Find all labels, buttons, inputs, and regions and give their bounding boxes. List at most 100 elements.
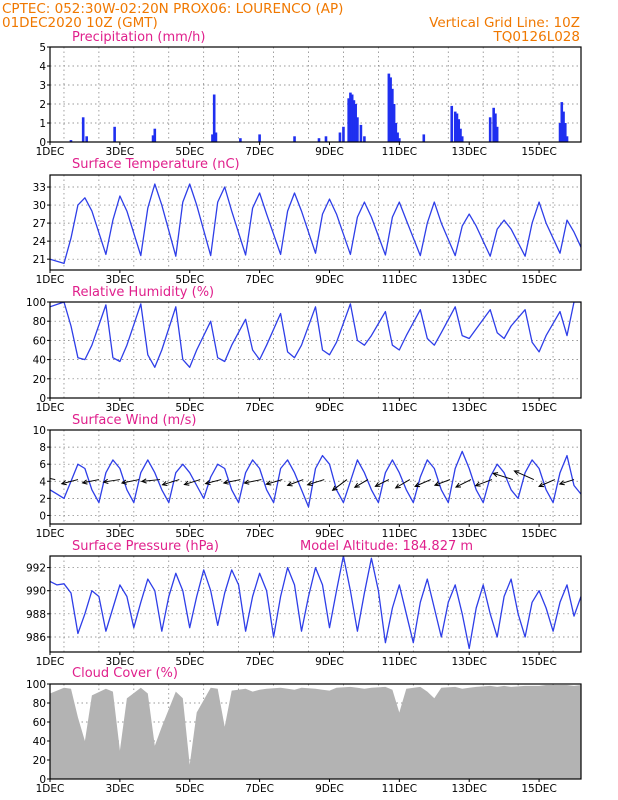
precip-bar — [495, 126, 499, 142]
precip-bar — [455, 113, 459, 142]
date-tick-label: 3DEC — [106, 274, 135, 286]
wind-vector — [514, 470, 535, 481]
precip-bar — [492, 107, 495, 142]
date-tick-label: 3DEC — [106, 146, 135, 158]
date-tick-label: 13DEC — [451, 402, 486, 414]
precip-bar — [212, 94, 216, 142]
precip-bar — [398, 138, 401, 142]
pressure-line — [50, 556, 581, 650]
humidity-ytick-label: 0 — [39, 393, 46, 405]
wind-vector-head — [454, 482, 461, 488]
wind-vector-head — [265, 480, 272, 486]
wind-vector — [492, 472, 514, 481]
wind-ytick-label: 8 — [39, 442, 46, 454]
wind-vector — [332, 479, 348, 491]
pressure-ytick-label: 986 — [26, 632, 46, 644]
date-tick-label: 9DEC — [315, 656, 344, 668]
wind-vector-head — [353, 482, 360, 488]
wind-vector-head — [140, 478, 147, 484]
temperature-plot-area — [50, 183, 581, 265]
wind-vector — [455, 479, 472, 488]
wind-frame — [49, 429, 582, 525]
date-tick-label: 13DEC — [451, 528, 486, 540]
precip-bar — [392, 104, 396, 142]
precip-bar — [349, 92, 352, 142]
humidity-ytick-label: 80 — [33, 316, 46, 328]
precip-bar — [359, 124, 363, 142]
wind-vector-head — [120, 479, 127, 485]
humidity-plot-area — [50, 302, 581, 368]
date-tick-label: 11DEC — [382, 783, 417, 795]
wind-vector — [103, 479, 120, 483]
date-tick-label: 11DEC — [382, 146, 417, 158]
date-tick-label: 9DEC — [315, 783, 344, 795]
wind-vector-head — [492, 472, 499, 478]
temperature-ytick-label: 24 — [33, 236, 47, 248]
precip-bar — [69, 140, 73, 142]
date-tick-label: 9DEC — [315, 528, 344, 540]
date-tick-label: 11DEC — [382, 528, 417, 540]
precip-ytick-label: 3 — [39, 80, 46, 92]
date-tick-label: 3DEC — [106, 528, 135, 540]
wind-panel: Surface Wind (m/s) 0 2 4 6 8 10 1DEC 3DEC 5DEC 7D… — [33, 413, 582, 540]
date-tick-label: 13DEC — [451, 656, 486, 668]
date-tick-label: 1DEC — [36, 274, 65, 286]
precip-ytick-label: 1 — [39, 118, 46, 130]
humidity-line — [50, 302, 581, 368]
model-altitude-label: Model Altitude: 184.827 m — [300, 539, 473, 554]
wind-ytick-label: 0 — [39, 510, 46, 522]
temperature-panel: Surface Temperature (nC) 21 24 27 30 33 1DEC 3… — [33, 157, 582, 286]
cloud-cover-panel: Cloud Cover (%) 0 20 40 60 80 100 1DEC 3DEC 5DEC… — [26, 666, 582, 795]
wind-vector — [61, 479, 79, 485]
precip-ytick-label: 4 — [39, 61, 46, 73]
wind-vector — [223, 479, 241, 484]
wind-vector — [414, 479, 431, 487]
temperature-ytick-label: 21 — [33, 254, 46, 266]
cloud-frame — [49, 683, 582, 780]
precip-bar — [394, 123, 398, 142]
date-tick-label: 3DEC — [106, 656, 135, 668]
wind-vector-head — [222, 479, 229, 485]
wind-vector — [141, 479, 161, 482]
wind-vector-head — [243, 479, 250, 485]
date-tick-label: 15DEC — [521, 146, 556, 158]
date-tick-label: 15DEC — [521, 528, 556, 540]
temperature-frame — [49, 174, 582, 271]
wind-vector — [287, 479, 304, 486]
header-grid-note: Vertical Grid Line: 10Z — [429, 15, 580, 31]
wind-line — [50, 450, 581, 508]
precip-bar — [562, 111, 565, 142]
wind-vector — [395, 479, 411, 489]
precip-bar — [211, 134, 214, 142]
precip-bar — [81, 117, 85, 142]
pressure-frame — [49, 555, 582, 653]
precip-frame — [49, 46, 582, 143]
wind-vector — [184, 479, 201, 486]
precip-bar — [354, 104, 357, 142]
temperature-ytick-label: 33 — [33, 182, 46, 194]
date-tick-label: 9DEC — [315, 402, 344, 414]
wind-vector-head — [204, 479, 211, 486]
date-tick-label: 5DEC — [175, 274, 204, 286]
wind-ytick-label: 10 — [33, 425, 46, 437]
wind-vector — [475, 479, 493, 487]
precip-bar — [356, 117, 359, 142]
wind-vector-head — [306, 481, 313, 487]
precip-bar — [459, 128, 462, 142]
humidity-frame — [49, 301, 582, 399]
date-tick-label: 7DEC — [245, 783, 274, 795]
date-tick-label: 7DEC — [245, 402, 274, 414]
date-tick-label: 1DEC — [36, 656, 65, 668]
wind-vector-head — [102, 478, 109, 485]
date-tick-label: 1DEC — [36, 528, 65, 540]
wind-vector-head — [161, 481, 168, 487]
precip-bar — [258, 134, 261, 142]
precip-bar — [293, 136, 296, 142]
date-tick-label: 7DEC — [245, 274, 274, 286]
header-datetime: 01DEC2020 10Z (GMT) — [2, 15, 158, 31]
precip-bar — [317, 138, 321, 142]
wind-title: Surface Wind (m/s) — [72, 413, 196, 428]
date-tick-label: 7DEC — [245, 528, 274, 540]
date-tick-label: 3DEC — [106, 783, 135, 795]
